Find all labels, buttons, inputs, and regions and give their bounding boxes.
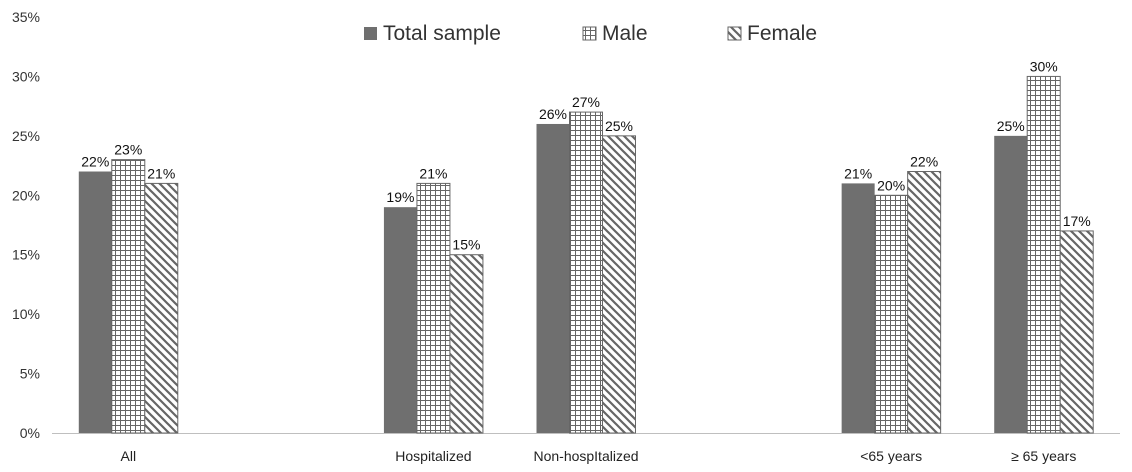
y-tick-label: 30% [12, 68, 40, 84]
legend-label: Male [602, 22, 648, 45]
y-tick-label: 20% [12, 187, 40, 203]
data-labels-layer: 22% 23% 21% 19% 21% 15% 26% 27% 25% 21% 20% 22% 25% 3… [81, 58, 1090, 252]
bars-layer [78, 75, 1094, 434]
data-label: 25% [605, 118, 633, 134]
data-label: 27% [572, 94, 600, 110]
y-tick-label: 15% [12, 247, 40, 263]
legend-swatch-female [727, 26, 742, 41]
data-label: 21% [419, 165, 447, 181]
y-tick-label: 10% [12, 306, 40, 322]
x-category-label: Hospitalized [395, 448, 471, 464]
data-label: 23% [114, 142, 142, 158]
legend: Total sample Male Female [364, 22, 817, 45]
data-label: 21% [147, 165, 175, 181]
data-label: 22% [910, 154, 938, 170]
legend-label: Female [747, 22, 817, 45]
bar-total-sample [994, 135, 1028, 433]
axis-layer: 0% 5% 10% 15% 20% 25% 30% 35% All Hospitalized Non… [12, 9, 1120, 464]
legend-swatch-male [582, 26, 597, 41]
bar-female [1059, 230, 1094, 434]
x-category-label: <65 years [860, 448, 922, 464]
bar-male [1026, 75, 1061, 434]
bar-total-sample [841, 183, 875, 433]
legend-swatch-total-sample [364, 27, 377, 40]
x-category-label: All [121, 448, 137, 464]
data-label: 21% [844, 165, 872, 181]
data-label: 22% [81, 154, 109, 170]
legend-label: Total sample [383, 22, 501, 45]
bar-total-sample [78, 171, 112, 433]
bar-male [416, 182, 451, 434]
data-label: 19% [386, 189, 414, 205]
bar-male [111, 159, 146, 434]
bar-total-sample [383, 207, 417, 433]
bar-female [602, 135, 636, 434]
bar-total-sample [536, 123, 570, 433]
bar-female [144, 182, 179, 434]
data-label: 17% [1063, 213, 1091, 229]
y-tick-label: 35% [12, 9, 40, 25]
data-label: 26% [539, 106, 567, 122]
bar-male [569, 111, 603, 434]
data-label: 20% [877, 177, 905, 193]
x-category-label: Non-hospItalized [533, 448, 638, 464]
y-tick-label: 25% [12, 128, 40, 144]
bar-female [449, 254, 484, 434]
x-category-label: ≥ 65 years [1011, 448, 1076, 464]
y-tick-label: 5% [20, 366, 40, 382]
y-tick-label: 0% [20, 425, 40, 441]
data-label: 30% [1030, 58, 1058, 74]
bar-female [907, 171, 942, 434]
bar-male [874, 194, 909, 434]
data-label: 25% [997, 118, 1025, 134]
data-label: 15% [452, 237, 480, 253]
